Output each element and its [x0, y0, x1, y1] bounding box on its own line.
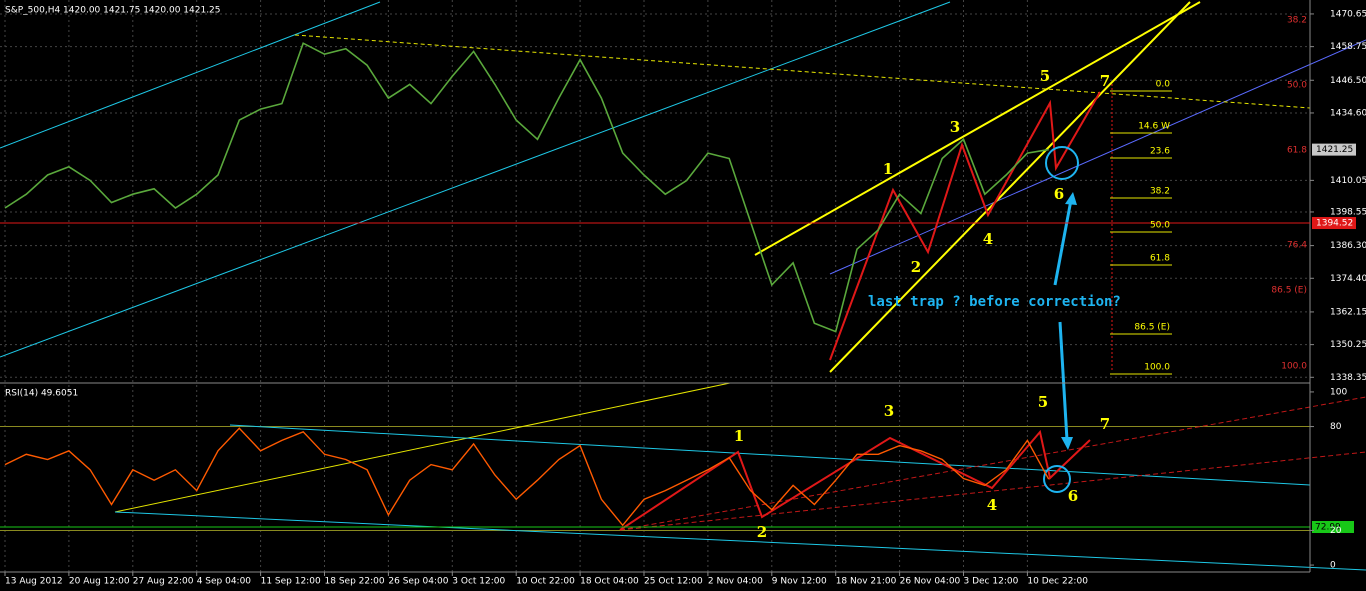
x-tick-label: 10 Oct 22:00: [516, 577, 575, 587]
x-tick-label: 18 Nov 21:00: [836, 577, 897, 587]
wedge-line: [754, 1, 1201, 256]
wave-label: 6: [1054, 185, 1064, 203]
x-tick-label: 10 Dec 22:00: [1027, 577, 1088, 587]
y-tick-label: 1458.75: [1330, 42, 1366, 52]
price-tag: 1421.25: [1316, 145, 1353, 155]
fib-level-label: 14.6 W: [1138, 122, 1170, 132]
level-tag: 1394.52: [1316, 219, 1353, 229]
highlight-circle: [1045, 146, 1079, 180]
y-tick-label: 1434.60: [1330, 108, 1366, 118]
y-tick-label: 80: [1330, 422, 1342, 432]
price-tag-box: [1312, 143, 1356, 156]
y-tick-label: 1398.55: [1330, 207, 1366, 217]
x-tick-label: 27 Aug 22:00: [133, 577, 194, 587]
fib-level-label: 100.0: [1144, 363, 1170, 373]
x-tick-label: 26 Nov 04:00: [900, 577, 961, 587]
x-tick-label: 4 Sep 04:00: [197, 577, 252, 587]
y-tick-label: 1446.50: [1330, 76, 1366, 86]
trend-line: [294, 34, 1311, 109]
wave-label: 5: [1038, 393, 1048, 411]
y-tick-label: 0: [1330, 561, 1336, 571]
fib-level-label: 0.0: [1156, 80, 1171, 90]
fib-right-label: 100.0: [1281, 362, 1307, 372]
x-tick-label: 18 Oct 04:00: [580, 577, 639, 587]
trend-line: [619, 396, 1366, 531]
fib-right-label: 38.2: [1287, 16, 1307, 26]
wedge-line: [829, 1, 1191, 373]
y-tick-label: 1362.15: [1330, 307, 1366, 317]
wave-label: 4: [983, 230, 993, 248]
x-tick-label: 3 Oct 12:00: [452, 577, 505, 587]
value-tag-box: [1312, 521, 1354, 533]
x-tick-label: 26 Sep 04:00: [388, 577, 448, 587]
fib-right-label: 86.5 (E): [1271, 286, 1307, 296]
x-tick-label: 25 Oct 12:00: [644, 577, 703, 587]
wave-line: [829, 91, 1101, 361]
y-tick-label: 1338.35: [1330, 373, 1366, 383]
x-tick-label: 11 Sep 12:00: [261, 577, 321, 587]
fib-level-label: 61.8: [1150, 254, 1170, 264]
drawings: [0, 1, 1366, 450]
y-tick-label: 1410.05: [1330, 176, 1366, 186]
rsi-drawings: [0, 382, 1366, 571]
y-tick-label: 1350.25: [1330, 340, 1366, 350]
trend-line: [114, 382, 731, 513]
wave-label: 3: [884, 402, 894, 420]
chart-title: S&P_500,H4 1420.00 1421.75 1420.00 1421.…: [5, 6, 221, 16]
wave-label: 7: [1100, 415, 1110, 433]
trend-line: [229, 424, 1311, 486]
x-tick-label: 9 Nov 12:00: [772, 577, 827, 587]
rsi-title: RSI(14) 49.6051: [5, 389, 78, 399]
x-tick-label: 13 Aug 2012: [5, 577, 63, 587]
channel-line: [0, 1, 951, 358]
y-tick-label: 1470.65: [1330, 9, 1366, 19]
y-tick-label: 100: [1330, 387, 1347, 397]
arrow: [1053, 199, 1073, 286]
fib-level-label: 23.6: [1150, 147, 1170, 157]
annotation: last trap ? before correction?: [868, 294, 1121, 310]
series-line: [4, 427, 1050, 527]
wave-label: 6: [1068, 487, 1078, 505]
fib-right-label: 50.0: [1287, 81, 1307, 91]
trend-line: [114, 511, 1366, 571]
fib-level-label: 38.2: [1150, 187, 1170, 197]
channel-line: [0, 1, 381, 149]
level-tag-box: [1312, 217, 1356, 230]
wave-label: 3: [950, 118, 960, 136]
x-tick-label: 2 Nov 04:00: [708, 577, 763, 587]
wave-label: 4: [987, 496, 997, 514]
fib-level-label: 50.0: [1150, 221, 1170, 231]
wave-label: 5: [1040, 67, 1050, 85]
value-tag: 72.99: [1315, 523, 1341, 533]
x-tick-label: 18 Sep 22:00: [325, 577, 385, 587]
series-line: [4, 42, 1049, 333]
wave-label: 1: [734, 427, 744, 445]
y-tick-label: 1386.30: [1330, 241, 1366, 251]
y-tick-label: 1374.40: [1330, 274, 1366, 284]
fib-level-label: 86.5 (E): [1134, 323, 1170, 333]
highlight-circle: [1043, 465, 1071, 493]
y-tick-label: 20: [1330, 526, 1342, 536]
wave-label: 2: [757, 523, 767, 541]
arrow-head: [1065, 192, 1077, 205]
x-tick-label: 20 Aug 12:00: [69, 577, 130, 587]
trend-line: [619, 451, 1366, 531]
fib-right-label: 61.8: [1287, 146, 1307, 156]
x-tick-label: 3 Dec 12:00: [964, 577, 1019, 587]
arrow: [1058, 321, 1069, 441]
wave-label: 1: [883, 160, 893, 178]
grid-layer: [0, 0, 1310, 572]
wave-label: 7: [1100, 72, 1110, 90]
arrow-head: [1061, 437, 1073, 450]
fib-right-label: 76.4: [1287, 241, 1307, 251]
wave-label: 2: [911, 258, 921, 276]
